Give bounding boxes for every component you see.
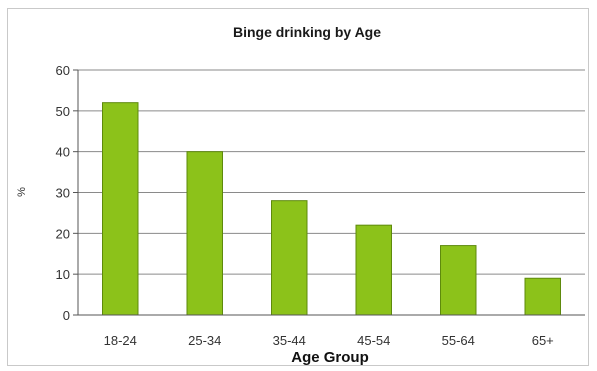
x-tick-label-25-34: 25-34 (188, 333, 221, 348)
bar-55-64 (440, 245, 477, 316)
bar-45-54 (355, 224, 392, 316)
y-tick-label-50: 50 (56, 104, 70, 119)
y-axis-ticks: 0 10 20 30 40 50 60 (56, 63, 78, 323)
y-tick-label-30: 30 (56, 186, 70, 201)
x-axis-ticks: 18-24 25-34 35-44 45-54 55-64 65+ (104, 333, 554, 348)
y-tick-label-40: 40 (56, 145, 70, 160)
x-tick-label-35-44: 35-44 (273, 333, 306, 348)
x-tick-label-45-54: 45-54 (357, 333, 390, 348)
y-tick-label-10: 10 (56, 267, 70, 282)
bar-65+ (524, 277, 561, 316)
x-axis-label: Age Group (291, 349, 369, 366)
y-tick-label-60: 60 (56, 63, 70, 78)
y-tick-label-0: 0 (63, 308, 70, 323)
gridlines (78, 69, 585, 275)
y-axis-label: % (16, 187, 28, 197)
bar-18-24 (102, 102, 139, 316)
y-tick-label-20: 20 (56, 226, 70, 241)
bars (102, 102, 561, 316)
bar-25-34 (186, 151, 223, 316)
bar-35-44 (271, 200, 308, 316)
x-tick-label-55-64: 55-64 (442, 333, 475, 348)
chart-title: Binge drinking by Age (233, 24, 381, 40)
x-tick-label-18-24: 18-24 (104, 333, 137, 348)
x-tick-label-65+: 65+ (532, 333, 554, 348)
